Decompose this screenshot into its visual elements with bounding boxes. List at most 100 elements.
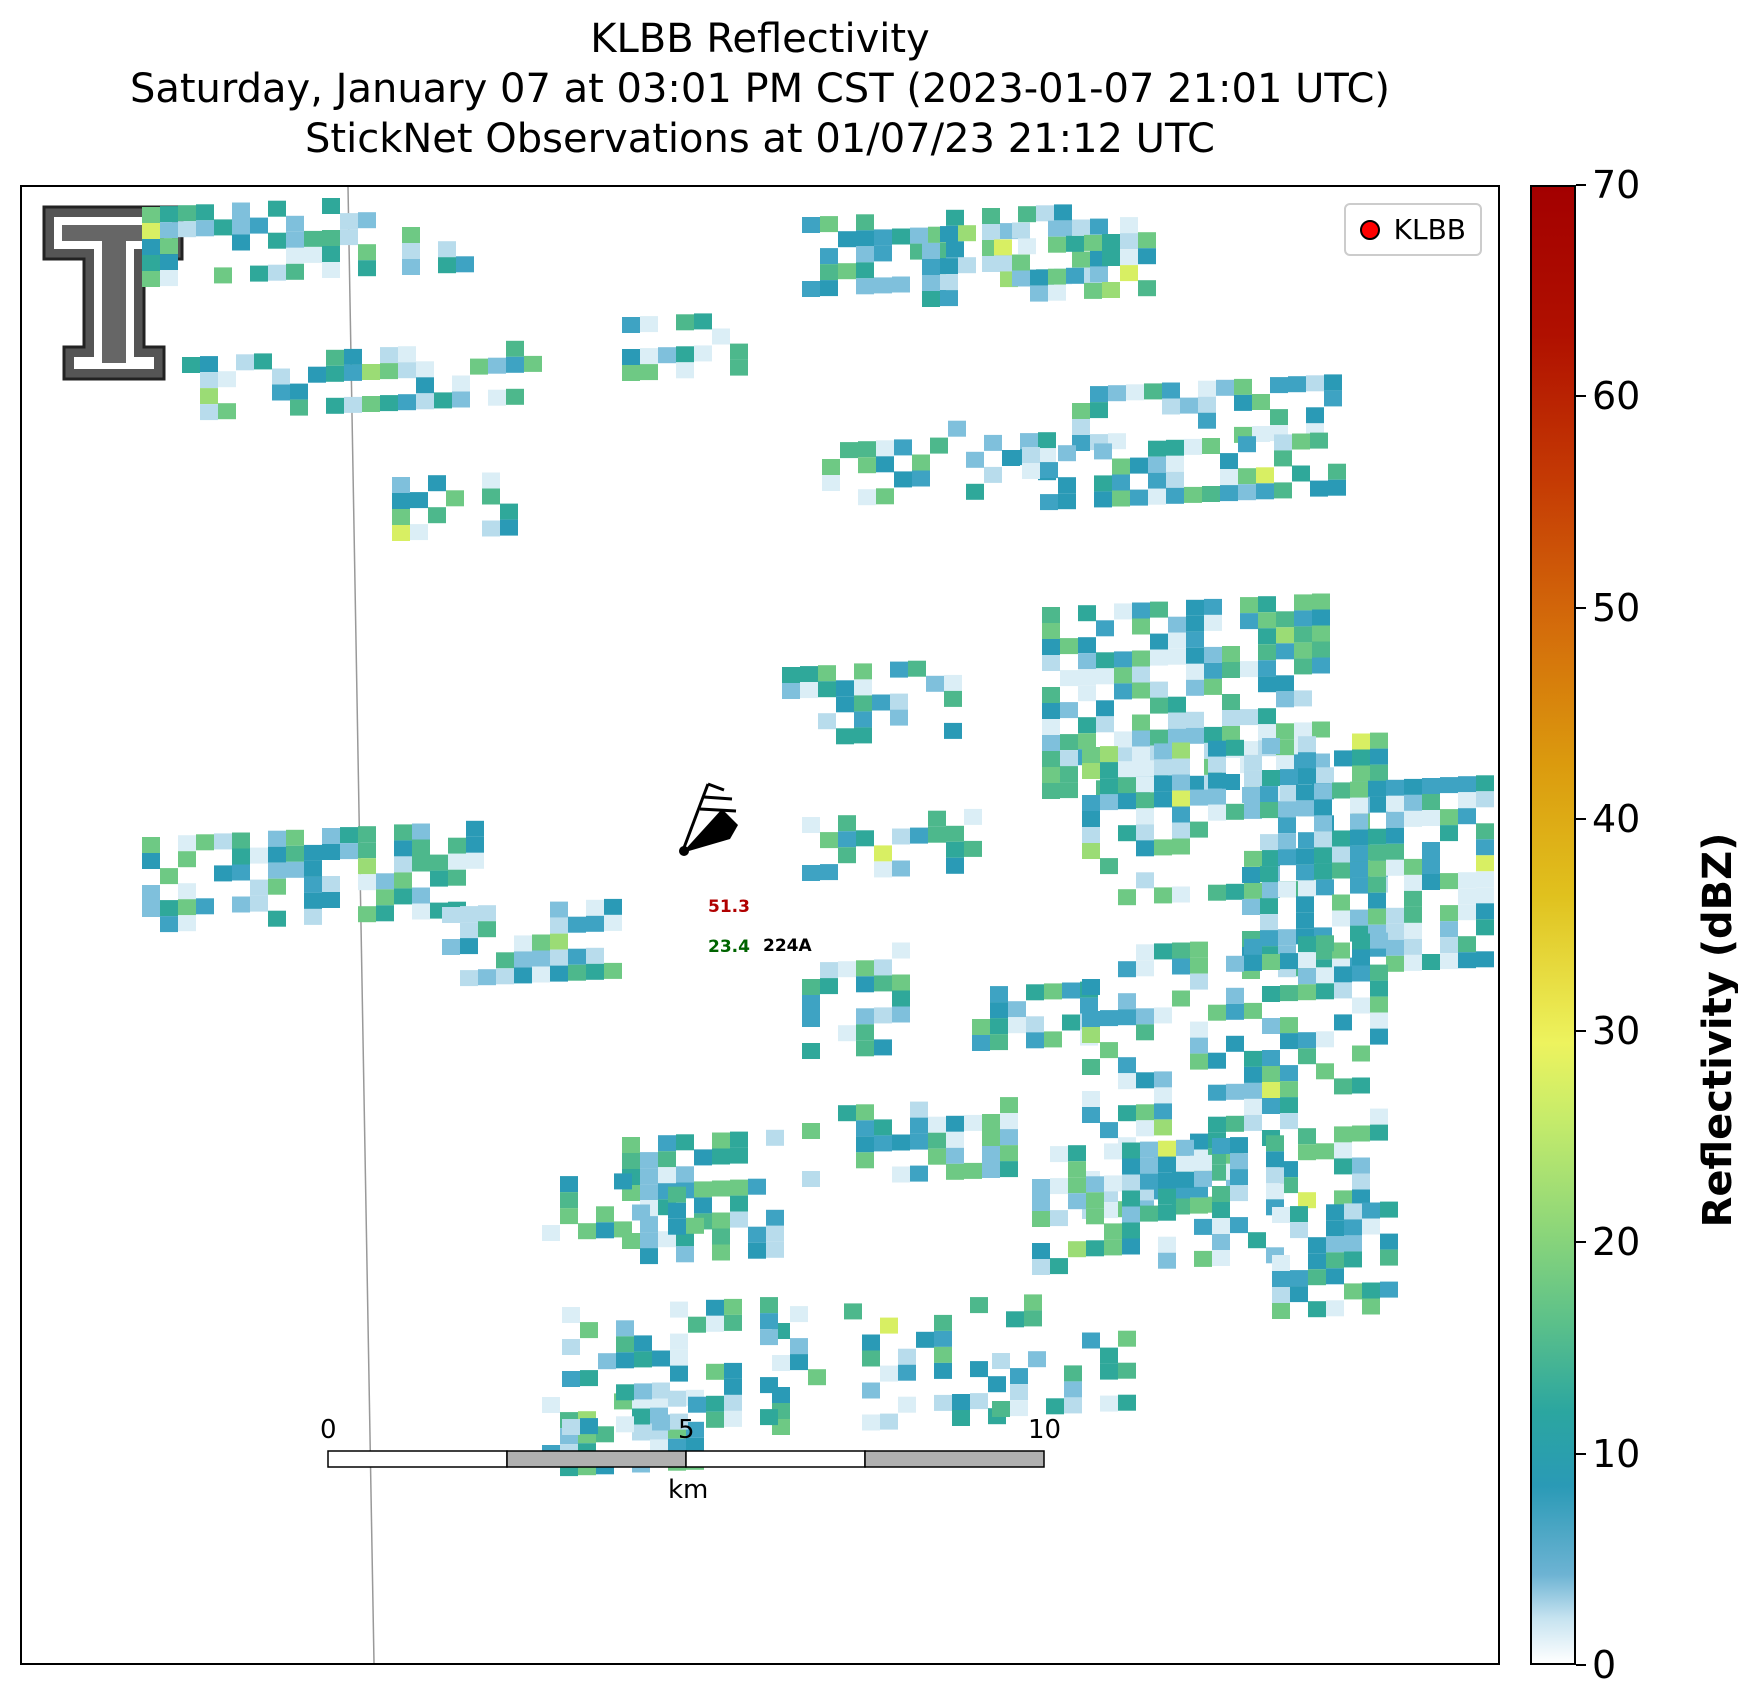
reflectivity-cell <box>854 695 872 712</box>
reflectivity-cell <box>448 837 466 854</box>
reflectivity-cell <box>1100 794 1118 811</box>
reflectivity-cell <box>1240 741 1258 758</box>
reflectivity-cell <box>1262 850 1280 866</box>
reflectivity-cell <box>1298 1128 1316 1145</box>
reflectivity-cell <box>772 1355 790 1371</box>
reflectivity-cell <box>892 828 910 845</box>
reflectivity-cell <box>1096 652 1114 669</box>
reflectivity-cell <box>1172 790 1190 807</box>
reflectivity-cell <box>760 1329 778 1346</box>
reflectivity-cell <box>1440 921 1458 938</box>
reflectivity-cell <box>984 434 1002 451</box>
reflectivity-cell <box>892 974 910 991</box>
reflectivity-cell <box>1332 830 1350 847</box>
reflectivity-cell <box>482 520 500 537</box>
reflectivity-cell <box>286 247 304 264</box>
reflectivity-cell <box>1112 490 1130 507</box>
legend-label: KLBB <box>1393 213 1466 246</box>
radar-reflectivity-layer <box>42 187 1494 1663</box>
reflectivity-cell <box>822 475 840 491</box>
reflectivity-cell <box>1326 1300 1344 1317</box>
reflectivity-cell <box>1198 396 1216 413</box>
reflectivity-cell <box>712 328 730 345</box>
reflectivity-cell <box>1242 867 1260 883</box>
reflectivity-cell <box>1422 810 1440 826</box>
reflectivity-cell <box>874 277 892 294</box>
reflectivity-cell <box>1458 888 1476 905</box>
reflectivity-cell <box>1380 1201 1398 1218</box>
reflectivity-cell <box>748 1226 766 1243</box>
reflectivity-cell <box>730 1131 748 1148</box>
reflectivity-cell <box>1060 782 1078 799</box>
reflectivity-cell <box>1476 951 1494 968</box>
reflectivity-cell <box>1262 770 1280 786</box>
reflectivity-cell <box>358 260 376 277</box>
reflectivity-cell <box>724 1314 742 1331</box>
reflectivity-cell <box>790 1338 808 1355</box>
reflectivity-cell <box>1440 873 1458 890</box>
reflectivity-cell <box>272 384 290 401</box>
reflectivity-cell <box>894 471 912 488</box>
reflectivity-cell <box>1380 1281 1398 1298</box>
reflectivity-cell <box>1334 1078 1352 1095</box>
reflectivity-cell <box>290 399 308 416</box>
reflectivity-cell <box>1100 1363 1118 1380</box>
colorbar-tick-mark <box>1576 1452 1586 1455</box>
reflectivity-cell <box>1172 806 1190 823</box>
reflectivity-cell <box>1208 804 1226 821</box>
reflectivity-cell <box>730 343 748 360</box>
reflectivity-cell <box>694 313 712 330</box>
colorbar-label: Reflectivity (dBZ) <box>1695 832 1738 1228</box>
reflectivity-cell <box>1310 480 1328 497</box>
reflectivity-cell <box>1008 1001 1026 1018</box>
reflectivity-cell <box>250 265 268 282</box>
reflectivity-cell <box>1230 1217 1248 1234</box>
radar-map[interactable]: KLBB 51.3 23.4 224A 0 5 10 km <box>20 185 1500 1665</box>
reflectivity-cell <box>402 227 420 243</box>
reflectivity-cell <box>820 280 838 297</box>
reflectivity-cell <box>1314 799 1332 816</box>
reflectivity-cell <box>874 1039 892 1056</box>
reflectivity-cell <box>1326 1236 1344 1253</box>
reflectivity-cell <box>1234 378 1252 395</box>
reflectivity-cell <box>910 827 928 844</box>
reflectivity-cell <box>926 675 944 692</box>
reflectivity-cell <box>1294 594 1312 611</box>
reflectivity-cell <box>1050 1210 1068 1227</box>
reflectivity-cell <box>1202 486 1220 502</box>
reflectivity-cell <box>1370 748 1388 765</box>
reflectivity-cell <box>836 696 854 713</box>
reflectivity-cell <box>160 916 178 933</box>
reflectivity-cell <box>560 1176 578 1193</box>
reflectivity-cell <box>1276 691 1294 708</box>
reflectivity-cell <box>668 1390 686 1407</box>
reflectivity-cell <box>1064 1397 1082 1414</box>
reflectivity-cell <box>1316 1063 1334 1080</box>
reflectivity-cell <box>160 254 178 271</box>
reflectivity-cell <box>1350 781 1368 798</box>
reflectivity-cell <box>1266 1135 1284 1152</box>
reflectivity-cell <box>688 1396 706 1413</box>
reflectivity-cell <box>160 270 178 287</box>
reflectivity-cell <box>1308 1269 1326 1286</box>
reflectivity-cell <box>724 1410 742 1427</box>
reflectivity-cell <box>1172 958 1190 975</box>
reflectivity-cell <box>1226 987 1244 1004</box>
reflectivity-cell <box>1162 398 1180 415</box>
reflectivity-cell <box>1258 708 1276 725</box>
reflectivity-cell <box>482 472 500 489</box>
reflectivity-cell <box>178 883 196 900</box>
reflectivity-cell <box>232 218 250 235</box>
reflectivity-cell <box>1100 1395 1118 1412</box>
reflectivity-cell <box>1046 1398 1064 1415</box>
reflectivity-cell <box>410 492 428 509</box>
reflectivity-cell <box>874 229 892 246</box>
reflectivity-cell <box>658 1231 676 1248</box>
reflectivity-cell <box>970 1361 988 1378</box>
reflectivity-cell <box>268 830 286 847</box>
reflectivity-cell <box>898 1396 916 1413</box>
reflectivity-cell <box>232 864 250 881</box>
reflectivity-cell <box>730 1211 748 1228</box>
reflectivity-cell <box>196 220 214 237</box>
reflectivity-cell <box>694 1181 712 1198</box>
